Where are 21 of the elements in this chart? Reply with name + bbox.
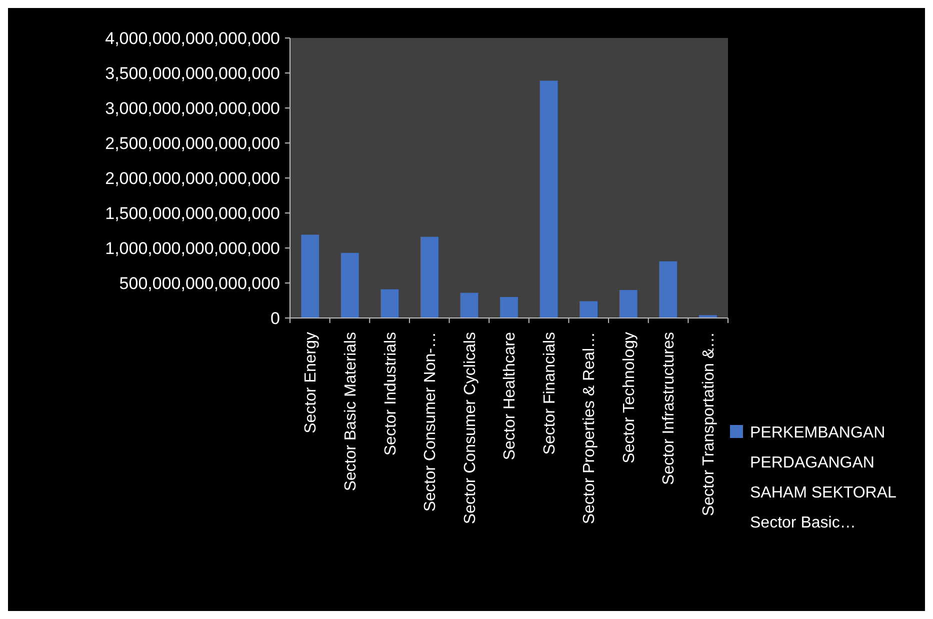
y-tick-label: 2,500,000,000,000,000 [105, 134, 280, 153]
y-tick-label: 4,000,000,000,000,000 [105, 28, 280, 48]
y-tick-label: 3,500,000,000,000,000 [105, 64, 280, 83]
x-tick-label: Sector Healthcare [502, 332, 519, 460]
x-tick-label: Sector Consumer Non-… [422, 332, 440, 512]
x-tick-label: Sector Basic Materials [342, 332, 360, 492]
x-tick-label: Sector Infrastructures [660, 332, 678, 485]
x-tick-label: Sector Energy [302, 332, 320, 434]
x-tick-label: Sector Consumer Cyclicals [462, 332, 479, 524]
x-tick-label: Sector Transportation &… [700, 332, 718, 516]
legend-label: PERKEMBANGAN PERDAGANGAN SAHAM SEKTORAL Sector Basic… [750, 424, 897, 532]
x-tick-label: Sector Industrials [382, 332, 400, 456]
x-tick-label: Sector Technology [620, 332, 638, 464]
y-tick-label: 1,000,000,000,000,000 [105, 238, 280, 258]
y-tick-label: 1,500,000,000,000,000 [105, 204, 280, 223]
y-tick-label: 3,000,000,000,000,000 [105, 98, 280, 118]
x-tick-label: Sector Properties & Real… [581, 332, 598, 524]
y-tick-label: 2,000,000,000,000,000 [105, 168, 280, 188]
y-tick-label: 500,000,000,000,000 [119, 274, 280, 293]
x-tick-label: Sector Financials [541, 332, 558, 455]
y-tick-label: 0 [270, 308, 280, 328]
